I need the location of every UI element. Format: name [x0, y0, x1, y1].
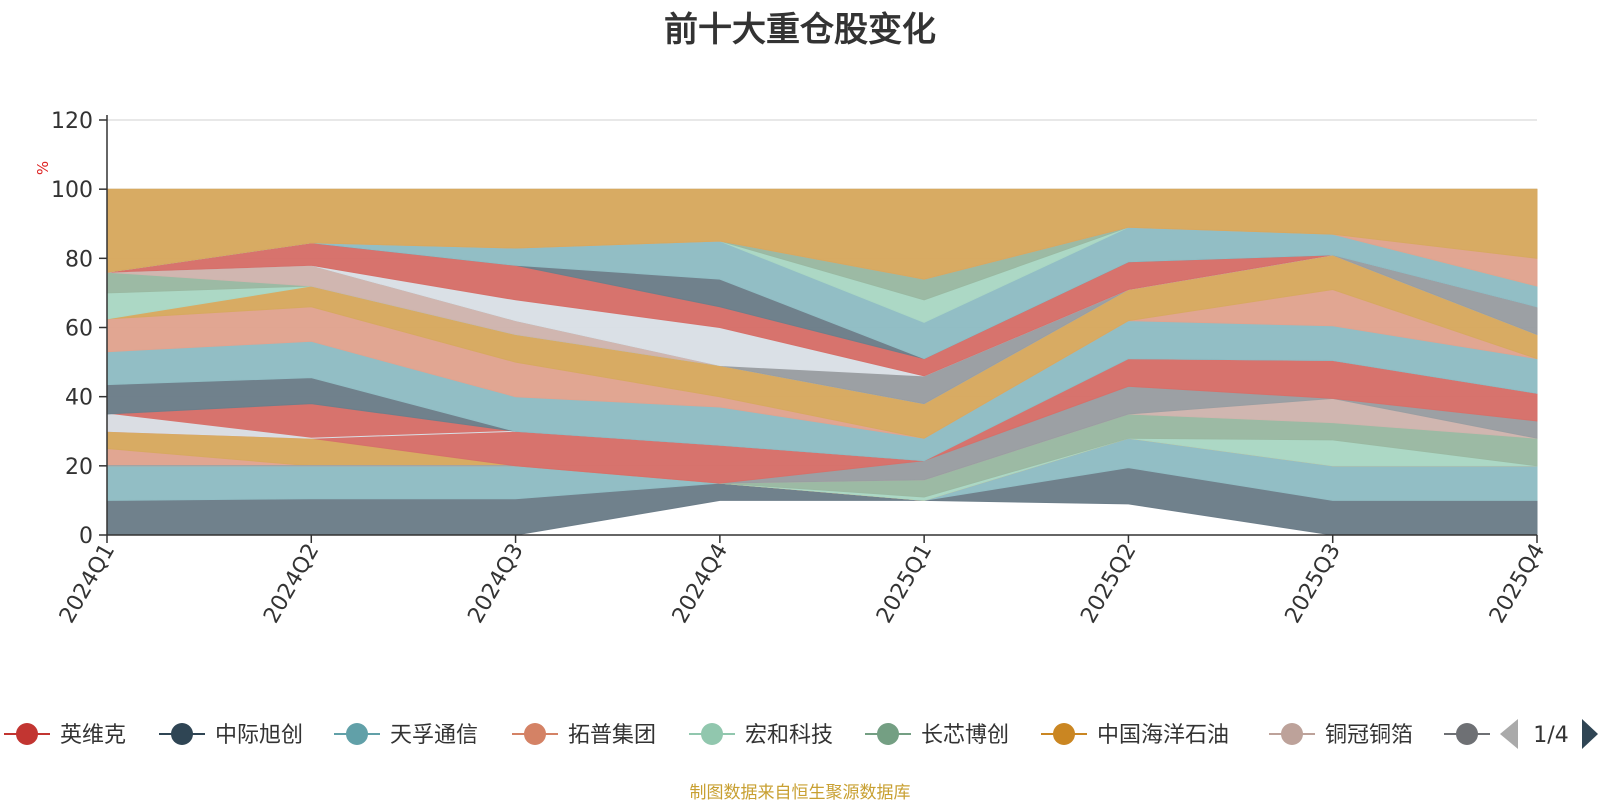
x-tick-label: 2025Q2 — [1076, 540, 1141, 628]
legend-item-0[interactable]: 英维克 — [4, 723, 126, 748]
y-tick-label: 0 — [79, 524, 93, 549]
y-tick-label: 20 — [65, 455, 93, 480]
legend-item-1[interactable]: 中际旭创 — [159, 723, 303, 748]
chart-title: 前十大重仓股变化 — [664, 10, 936, 50]
legend-label: 中际旭创 — [215, 723, 303, 748]
source-note: 制图数据来自恒生聚源数据库 — [689, 783, 911, 803]
area-layer — [106, 188, 1538, 536]
legend-marker — [16, 723, 38, 745]
legend-page-indicator: 1/4 — [1533, 723, 1568, 748]
x-tick-label: 2024Q3 — [463, 540, 528, 628]
legend-item-4[interactable]: 宏和科技 — [689, 723, 833, 748]
legend[interactable]: 英维克 中际旭创 天孚通信 拓普集团 宏和科技 长芯博创 中国海洋石油 铜冠铜箔 1/4 — [4, 719, 1598, 749]
legend-item-3[interactable]: 拓普集团 — [512, 723, 656, 748]
x-tick-label: 2025Q3 — [1281, 540, 1346, 628]
legend-marker — [346, 723, 368, 745]
x-tick-label: 2024Q1 — [55, 540, 120, 628]
legend-item-5[interactable]: 长芯博创 — [865, 723, 1009, 748]
legend-prev-page-icon[interactable] — [1500, 719, 1518, 749]
y-tick-label: 60 — [65, 317, 93, 342]
y-tick-label: 40 — [65, 386, 93, 411]
legend-marker — [524, 723, 546, 745]
legend-label: 宏和科技 — [745, 723, 833, 748]
x-tick-label: 2024Q4 — [668, 540, 733, 628]
y-tick-label: 100 — [51, 178, 93, 203]
legend-item-2[interactable]: 天孚通信 — [334, 723, 478, 748]
y-tick-label: 80 — [65, 247, 93, 272]
legend-marker — [1053, 723, 1075, 745]
legend-label: 英维克 — [60, 723, 126, 748]
y-tick-label: 120 — [51, 109, 93, 134]
legend-item-8[interactable] — [1444, 723, 1490, 745]
legend-item-7[interactable]: 铜冠铜箔 — [1269, 723, 1413, 748]
legend-item-6[interactable]: 中国海洋石油 — [1041, 723, 1229, 748]
legend-marker — [1456, 723, 1478, 745]
legend-marker — [1281, 723, 1303, 745]
legend-marker — [877, 723, 899, 745]
legend-label: 拓普集团 — [568, 723, 656, 748]
legend-label: 长芯博创 — [921, 723, 1009, 748]
legend-label: 铜冠铜箔 — [1325, 723, 1413, 748]
y-axis-label: % — [34, 161, 52, 175]
legend-marker — [701, 723, 723, 745]
legend-next-page-icon[interactable] — [1582, 719, 1598, 749]
x-tick-label: 2024Q2 — [259, 540, 324, 628]
legend-label: 中国海洋石油 — [1097, 723, 1229, 748]
legend-label: 天孚通信 — [390, 723, 478, 748]
x-tick-label: 2025Q1 — [872, 540, 937, 628]
area-band-25[interactable] — [106, 188, 1538, 280]
legend-marker — [171, 723, 193, 745]
x-tick-label: 2025Q4 — [1485, 540, 1550, 628]
